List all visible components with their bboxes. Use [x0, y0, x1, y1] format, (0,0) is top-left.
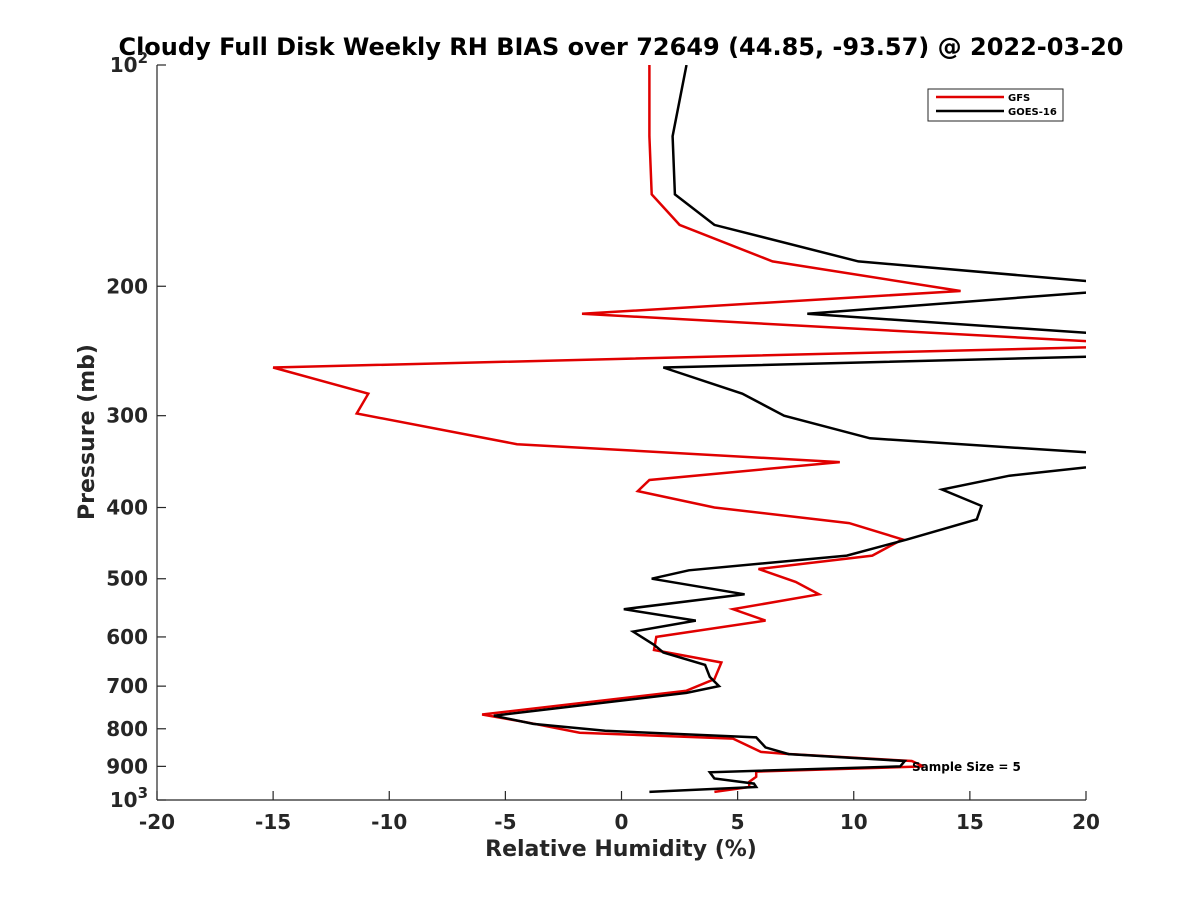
x-tick-label: 10: [840, 810, 868, 834]
y-tick-label: 500: [106, 567, 148, 591]
x-axis-ticks: -20 -15 -10 -5 0 5 10 15 20: [139, 791, 1100, 834]
y-axis-ticks: 102 200 300 400 500 600 700 800 900 103: [106, 49, 166, 812]
legend-label-goes16: GOES-16: [1008, 107, 1057, 118]
x-axis-label: Relative Humidity (%): [485, 837, 757, 862]
y-tick-label: 103: [110, 784, 148, 812]
plot-lines: [272, 65, 1086, 794]
x-tick-label: 20: [1072, 810, 1100, 834]
sample-size-annotation: Sample Size = 5: [912, 760, 1021, 774]
legend: GFS GOES-16: [927, 88, 1064, 122]
chart-title: Cloudy Full Disk Weekly RH BIAS over 726…: [118, 33, 1123, 61]
y-tick-label: 700: [106, 674, 148, 698]
y-tick-label: 600: [106, 625, 148, 649]
series-line-goes16: [493, 65, 1086, 794]
y-tick-label: 400: [106, 496, 148, 520]
x-tick-label: 5: [731, 810, 745, 834]
x-tick-label: 15: [956, 810, 984, 834]
legend-box: [927, 88, 1064, 122]
x-tick-label: 0: [615, 810, 629, 834]
y-tick-label: 300: [106, 404, 148, 428]
y-tick-label: 800: [106, 717, 148, 741]
legend-label-gfs: GFS: [1008, 93, 1030, 104]
x-tick-label: -10: [371, 810, 407, 834]
y-tick-label: 200: [106, 274, 148, 298]
x-tick-label: -5: [494, 810, 516, 834]
y-axis-label: Pressure (mb): [75, 344, 100, 520]
y-tick-label: 102: [110, 49, 148, 77]
y-tick-label: 900: [106, 754, 148, 778]
x-tick-label: -20: [139, 810, 175, 834]
x-tick-label: -15: [255, 810, 291, 834]
